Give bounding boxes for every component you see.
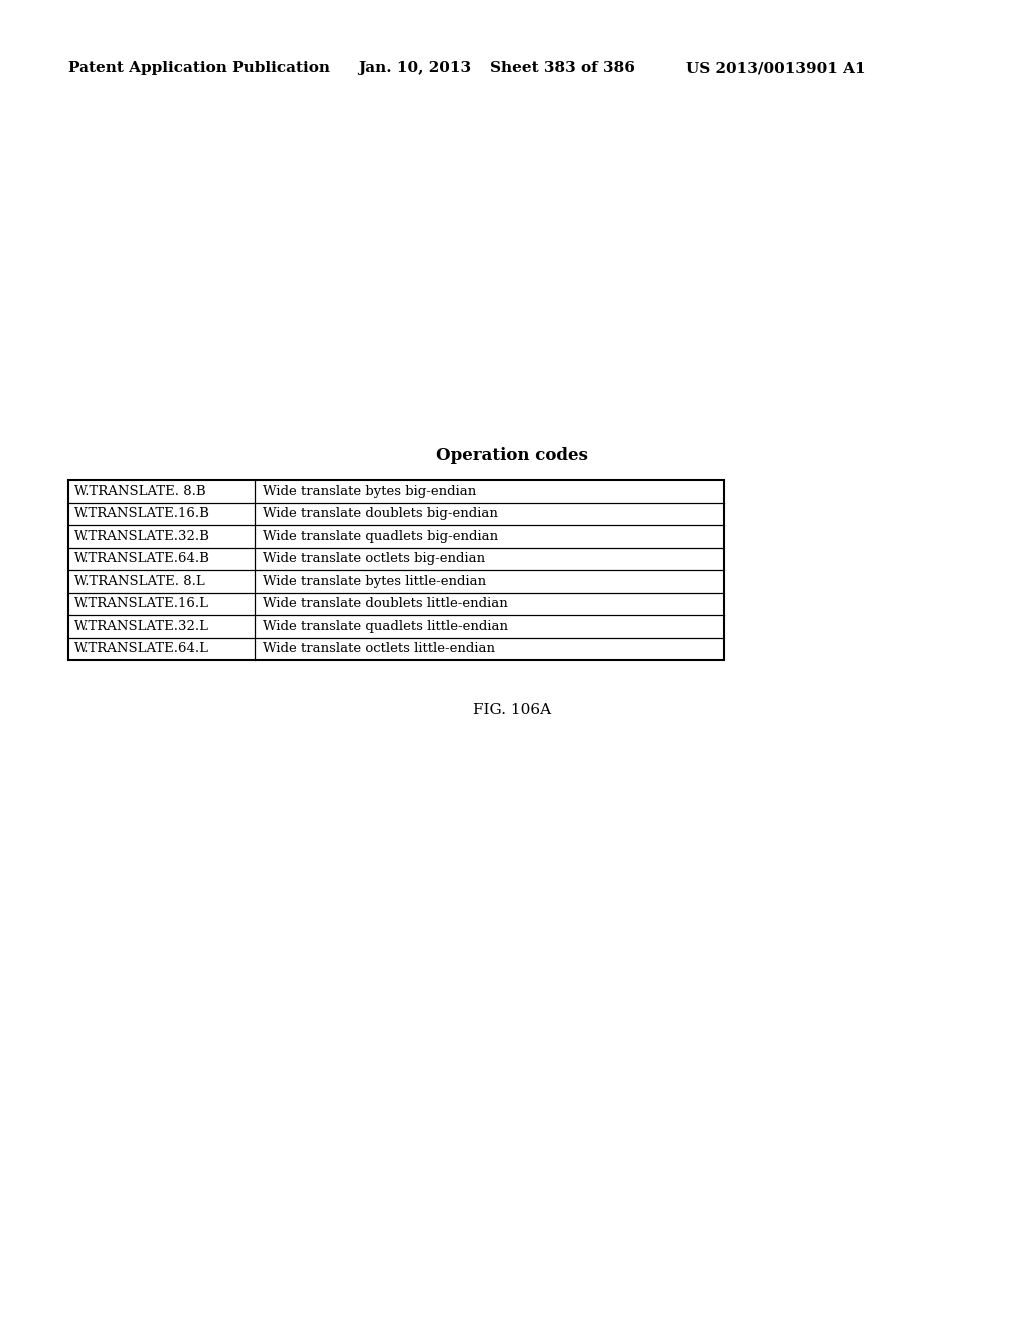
Text: Wide translate quadlets little-endian: Wide translate quadlets little-endian — [263, 620, 508, 632]
Text: Wide translate bytes little-endian: Wide translate bytes little-endian — [263, 574, 486, 587]
Text: W.TRANSLATE.64.L: W.TRANSLATE.64.L — [74, 643, 209, 655]
Text: Jan. 10, 2013: Jan. 10, 2013 — [358, 61, 471, 75]
Text: Wide translate doublets little-endian: Wide translate doublets little-endian — [263, 597, 508, 610]
Text: W.TRANSLATE.16.L: W.TRANSLATE.16.L — [74, 597, 209, 610]
Text: W.TRANSLATE.32.B: W.TRANSLATE.32.B — [74, 529, 210, 543]
Text: W.TRANSLATE. 8.L: W.TRANSLATE. 8.L — [74, 574, 205, 587]
Text: W.TRANSLATE.64.B: W.TRANSLATE.64.B — [74, 552, 210, 565]
Text: Wide translate bytes big-endian: Wide translate bytes big-endian — [263, 484, 476, 498]
Text: Wide translate quadlets big-endian: Wide translate quadlets big-endian — [263, 529, 498, 543]
Text: Patent Application Publication: Patent Application Publication — [68, 61, 330, 75]
Text: Wide translate octlets little-endian: Wide translate octlets little-endian — [263, 643, 495, 655]
Text: Wide translate octlets big-endian: Wide translate octlets big-endian — [263, 552, 485, 565]
Text: FIG. 106A: FIG. 106A — [473, 704, 551, 717]
Text: W.TRANSLATE.16.B: W.TRANSLATE.16.B — [74, 507, 210, 520]
Text: W.TRANSLATE.32.L: W.TRANSLATE.32.L — [74, 620, 209, 632]
Text: W.TRANSLATE. 8.B: W.TRANSLATE. 8.B — [74, 484, 206, 498]
Text: US 2013/0013901 A1: US 2013/0013901 A1 — [686, 61, 865, 75]
Text: Sheet 383 of 386: Sheet 383 of 386 — [490, 61, 635, 75]
Text: Operation codes: Operation codes — [436, 446, 588, 463]
Text: Wide translate doublets big-endian: Wide translate doublets big-endian — [263, 507, 498, 520]
Bar — [68, 480, 724, 660]
